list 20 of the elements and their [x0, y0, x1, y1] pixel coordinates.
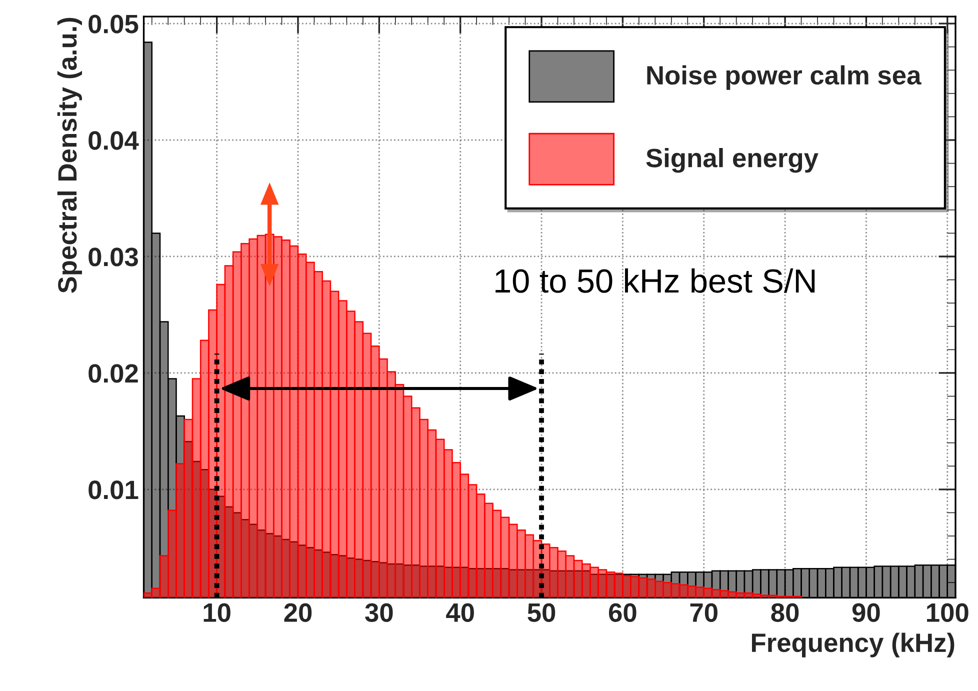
x-tick-label: 60	[608, 603, 636, 622]
x-tick-label: 70	[690, 603, 718, 622]
x-axis-title: Frequency (kHz)	[752, 632, 954, 658]
y-tick-label: 0.02	[88, 364, 138, 383]
annotation: 10 to 50 kHz best S/N	[496, 268, 815, 293]
x-tick-label: 90	[852, 603, 880, 622]
x-tick-label: 30	[365, 603, 393, 622]
x-tick-label: 20	[284, 603, 312, 622]
legend-label: Signal energy	[646, 148, 818, 173]
y-tick-label: 0.05	[88, 14, 138, 34]
legend-label: Noise power calm sea	[647, 65, 922, 90]
x-tick-label: 50	[528, 603, 556, 622]
x-tick-label: 40	[446, 603, 474, 622]
y-axis-title: Spectral Density (a.u.)	[57, 18, 82, 293]
x-tick-label: 10	[204, 603, 230, 622]
y-tick-label: 0.04	[88, 131, 139, 150]
y-tick-label: 0.03	[88, 248, 138, 266]
x-tick-label: 80	[771, 603, 799, 622]
y-tick-label: 0.01	[88, 480, 138, 500]
x-tick-label: 100	[927, 603, 968, 622]
